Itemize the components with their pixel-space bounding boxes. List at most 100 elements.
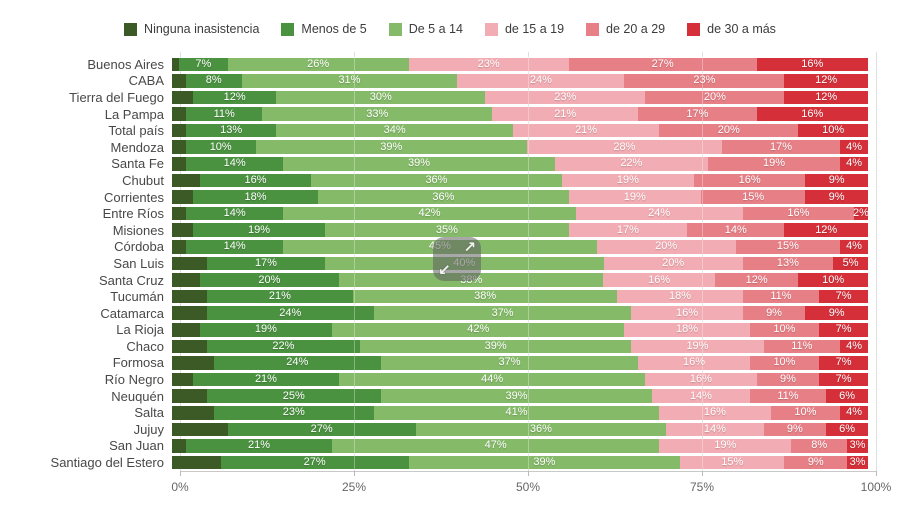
bar-segment[interactable]: 37% [380,356,639,370]
bar-segment[interactable]: 47% [332,439,660,453]
bar-segment[interactable]: 16% [742,206,855,221]
bar-segment[interactable]: 19% [631,339,764,354]
bar-segment[interactable]: 15% [680,455,785,470]
bar-segment[interactable]: 15% [700,190,806,204]
bar-segment[interactable]: 5% [833,256,868,271]
bar-segment[interactable] [172,206,186,221]
bar-segment[interactable] [172,372,193,387]
bar-segment[interactable]: 21% [206,289,353,304]
bar-segment[interactable]: 18% [192,190,319,204]
bar-segment[interactable]: 37% [373,306,632,320]
bar-segment[interactable]: 35% [325,223,569,238]
bar-segment[interactable]: 34% [276,123,513,138]
bar-segment[interactable] [172,455,221,470]
legend-item[interactable]: de 15 a 19 [484,22,564,36]
bar-segment[interactable]: 19% [192,223,326,238]
bar-segment[interactable]: 21% [513,123,660,138]
bar-segment[interactable]: 11% [185,107,263,121]
bar-segment[interactable]: 21% [185,439,333,453]
bar-segment[interactable]: 4% [840,339,868,354]
bar-segment[interactable]: 18% [617,289,743,304]
legend-item[interactable]: de 30 a más [687,22,776,36]
legend-item[interactable]: Ninguna inasistencia [124,22,259,36]
bar-segment[interactable]: 4% [840,405,868,420]
bar-segment[interactable]: 36% [415,422,667,437]
bar-segment[interactable]: 39% [408,455,681,470]
bar-segment[interactable]: 31% [241,74,458,88]
bar-segment[interactable]: 23% [213,405,374,420]
bar-segment[interactable]: 6% [826,422,868,437]
bar-segment[interactable]: 16% [756,57,868,72]
bar-segment[interactable]: 36% [318,190,569,204]
bar-segment[interactable] [172,223,193,238]
bar-segment[interactable]: 17% [638,107,757,121]
bar-segment[interactable]: 23% [408,57,569,72]
bar-segment[interactable]: 10% [770,405,841,420]
bar-segment[interactable]: 16% [756,107,868,121]
bar-segment[interactable] [172,306,207,320]
bar-segment[interactable]: 16% [693,173,806,188]
bar-segment[interactable]: 7% [178,57,228,72]
bar-segment[interactable]: 7% [819,372,868,387]
bar-segment[interactable]: 27% [220,455,409,470]
bar-segment[interactable]: 15% [735,240,841,254]
bar-segment[interactable] [172,439,186,453]
bar-segment[interactable]: 14% [185,206,284,221]
bar-segment[interactable] [172,389,207,403]
bar-segment[interactable]: 22% [206,339,360,354]
bar-segment[interactable]: 4% [840,140,868,155]
bar-segment[interactable] [172,240,186,254]
bar-segment[interactable] [172,256,207,271]
bar-segment[interactable] [172,289,207,304]
bar-segment[interactable]: 13% [185,123,277,138]
bar-segment[interactable]: 19% [568,190,701,204]
bar-segment[interactable]: 11% [749,389,827,403]
bar-segment[interactable] [172,140,186,155]
bar-segment[interactable] [172,157,186,171]
bar-segment[interactable]: 24% [206,306,374,320]
bar-segment[interactable]: 10% [798,273,868,287]
bar-segment[interactable]: 14% [652,389,750,403]
bar-segment[interactable]: 21% [492,107,639,121]
bar-segment[interactable]: 10% [749,323,820,337]
bar-segment[interactable]: 22% [554,157,708,171]
bar-segment[interactable]: 42% [283,206,576,221]
bar-segment[interactable] [172,90,193,105]
legend-item[interactable]: De 5 a 14 [388,22,463,36]
bar-segment[interactable]: 9% [805,190,868,204]
bar-segment[interactable]: 4% [840,240,868,254]
bar-segment[interactable]: 20% [596,240,736,254]
fullscreen-overlay[interactable]: ↗ ↙ [433,237,481,281]
bar-segment[interactable]: 8% [791,439,848,453]
bar-segment[interactable]: 11% [742,289,820,304]
bar-segment[interactable]: 23% [485,90,646,105]
bar-segment[interactable]: 17% [206,256,326,271]
bar-segment[interactable]: 19% [659,439,792,453]
bar-segment[interactable]: 9% [784,455,848,470]
bar-segment[interactable]: 2% [853,206,869,221]
bar-segment[interactable]: 26% [227,57,409,72]
bar-segment[interactable] [172,339,207,354]
bar-segment[interactable] [172,356,214,370]
bar-segment[interactable]: 20% [659,123,799,138]
bar-segment[interactable] [172,123,186,138]
bar-segment[interactable]: 20% [603,256,743,271]
bar-segment[interactable] [172,74,186,88]
bar-segment[interactable]: 12% [784,90,868,105]
bar-segment[interactable] [172,405,214,420]
bar-segment[interactable]: 3% [847,455,868,470]
bar-segment[interactable]: 7% [819,289,868,304]
bar-segment[interactable]: 24% [213,356,381,370]
bar-segment[interactable]: 14% [687,223,785,238]
bar-segment[interactable]: 28% [526,140,722,155]
bar-segment[interactable] [172,173,200,188]
bar-segment[interactable]: 30% [276,90,486,105]
bar-segment[interactable] [172,57,179,72]
bar-segment[interactable]: 16% [659,405,771,420]
bar-segment[interactable]: 44% [339,372,646,387]
bar-segment[interactable]: 10% [185,140,256,155]
bar-segment[interactable]: 12% [784,74,868,88]
bar-segment[interactable]: 9% [742,306,806,320]
bar-segment[interactable]: 7% [819,356,868,370]
bar-segment[interactable]: 24% [575,206,743,221]
